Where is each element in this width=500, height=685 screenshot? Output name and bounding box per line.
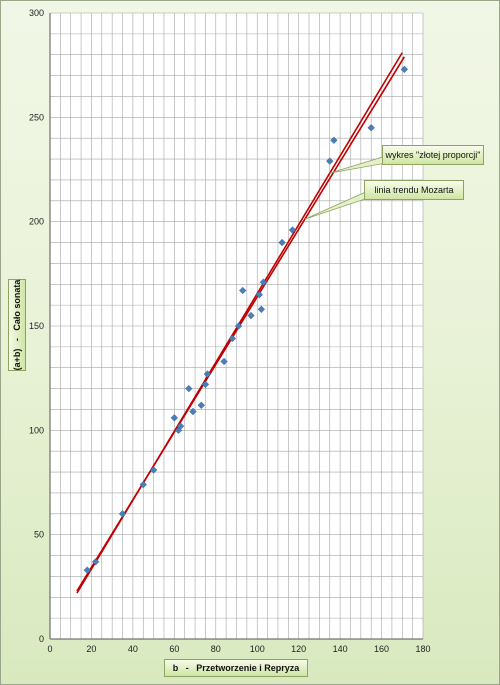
x-tick-label: 60	[169, 644, 179, 654]
data-point	[139, 480, 147, 489]
data-point	[220, 357, 228, 366]
x-tick-label: 80	[211, 644, 221, 654]
x-tick-label: 0	[47, 644, 52, 654]
y-tick-label: 150	[29, 321, 44, 331]
data-point	[400, 65, 409, 74]
y-tick-label: 200	[29, 217, 44, 227]
data-point	[288, 226, 297, 234]
annotation-mozart-trend: linia trendu Mozarta	[364, 180, 464, 200]
trend-lines	[76, 52, 406, 594]
data-point	[170, 414, 179, 422]
data-point	[257, 305, 266, 313]
x-tick-label: 40	[128, 644, 138, 654]
data-point	[255, 291, 263, 299]
y-tick-label: 0	[39, 634, 44, 644]
x-tick-label: 20	[86, 644, 96, 654]
y-tick-label: 50	[34, 530, 44, 540]
data-point	[278, 238, 286, 247]
data-point	[149, 466, 158, 474]
data-point	[234, 322, 243, 330]
x-tick-label: 160	[374, 644, 389, 654]
data-point	[228, 334, 237, 343]
data-point	[247, 311, 255, 320]
x-axis-title: b - Przetworzenie i Repryza	[164, 659, 308, 677]
y-tick-label: 300	[29, 8, 44, 18]
data-point	[118, 510, 127, 518]
data-point	[367, 124, 375, 132]
axes	[49, 13, 423, 640]
y-axis-title: (a+b) - Cało sonata	[8, 279, 26, 371]
data-point	[326, 157, 334, 165]
data-point	[201, 380, 210, 389]
tick-labels: 0 20 40 60 80 100 120 140 160 180 0 50 100 150 200 250 3…	[29, 8, 431, 654]
data-point	[176, 422, 185, 430]
x-tick-label: 100	[250, 644, 265, 654]
data-point	[197, 401, 205, 409]
x-tick-label: 120	[291, 644, 306, 654]
y-tick-label: 250	[29, 112, 44, 122]
x-tick-label: 180	[415, 644, 430, 654]
data-point	[239, 286, 247, 295]
data-point	[330, 136, 338, 144]
line-mozart-trend	[76, 56, 406, 592]
data-point	[185, 384, 193, 393]
data-point	[83, 566, 91, 574]
data-point	[91, 558, 100, 566]
data-points	[83, 65, 409, 574]
y-tick-label: 100	[29, 425, 44, 435]
data-point	[203, 370, 212, 378]
data-point	[259, 278, 268, 286]
data-point	[189, 407, 197, 416]
annotation-golden-ratio: wykres "złotej proporcji"	[382, 145, 484, 165]
x-tick-label: 140	[333, 644, 348, 654]
